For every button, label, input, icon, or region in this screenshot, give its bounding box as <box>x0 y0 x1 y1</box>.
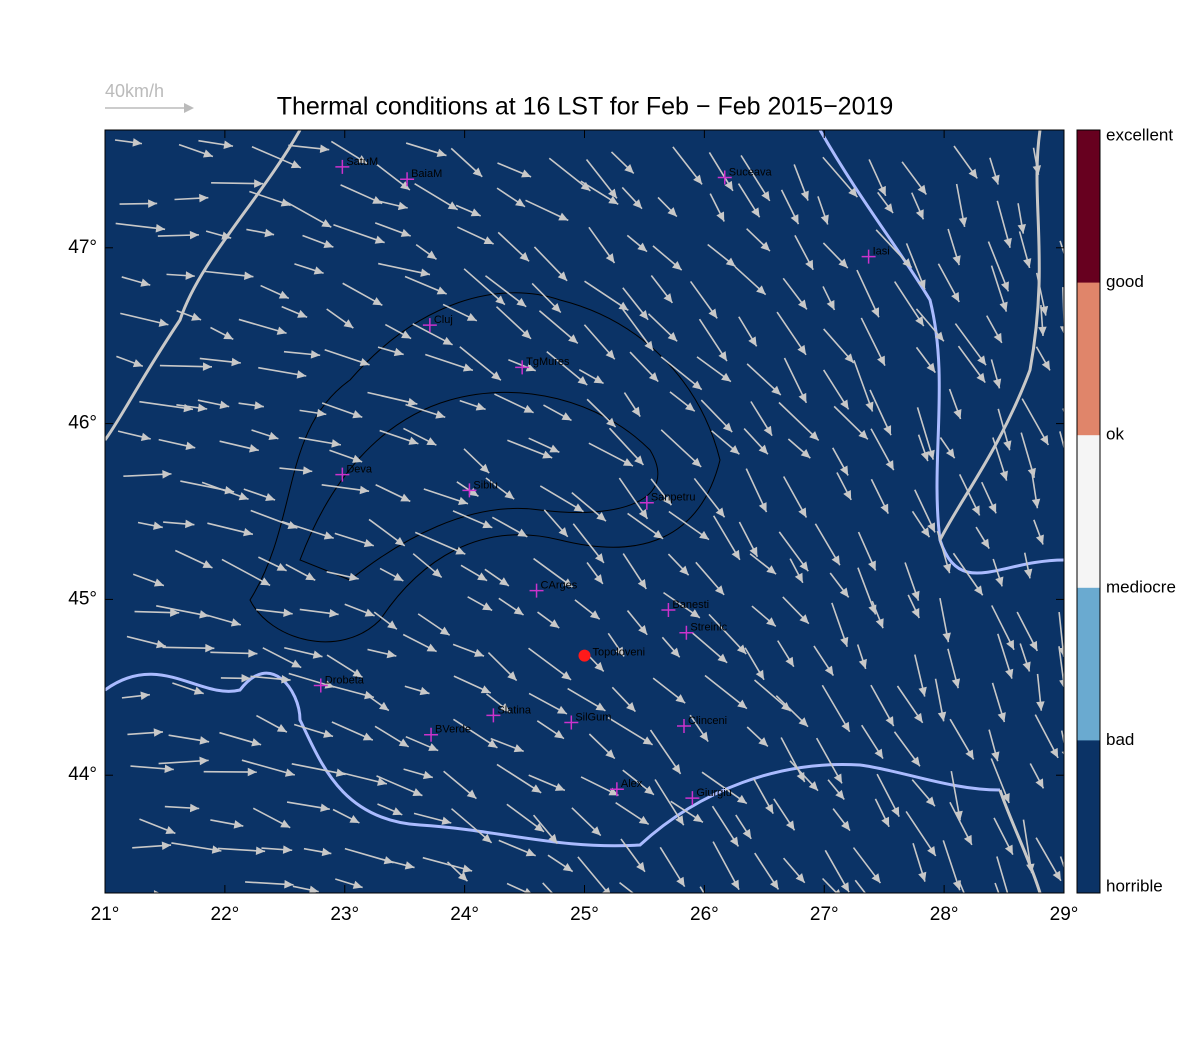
wind-scale-arrow <box>105 103 194 113</box>
city-label: Iasi <box>873 245 890 257</box>
city-label: SatuM <box>346 156 378 168</box>
wind-arrow-head <box>781 915 789 925</box>
wind-arrow-head <box>1067 887 1075 897</box>
city-label: Sibiu <box>473 479 497 491</box>
wind-arrow-head <box>1068 179 1076 188</box>
city-label: Slatina <box>497 704 532 716</box>
city-label: BVerde <box>435 724 471 736</box>
wind-arrow-head <box>422 905 432 913</box>
wind-arrow <box>1063 408 1078 451</box>
wind-arrow <box>167 903 200 905</box>
wind-arrow-head <box>762 916 771 925</box>
site-label: Topoloveni <box>593 647 646 659</box>
wind-arrow <box>899 897 909 938</box>
wind-arrow-head <box>1068 277 1076 287</box>
y-tick-label: 47° <box>68 237 97 258</box>
wind-arrow-head <box>387 906 397 914</box>
city-label: Alex <box>621 778 643 790</box>
colorbar-label: mediocre <box>1106 577 1176 596</box>
wind-arrow-head <box>1005 898 1013 908</box>
y-tick-label: 45° <box>68 588 97 609</box>
wind-arrow-head <box>865 894 874 904</box>
y-tick-label: 44° <box>68 764 97 785</box>
wind-arrow-head <box>1063 459 1071 469</box>
x-tick-label: 21° <box>91 904 120 925</box>
city-label: Cluj <box>434 314 453 326</box>
x-tick-label: 25° <box>570 904 599 925</box>
x-tick-label: 24° <box>450 904 479 925</box>
colorbar-segment <box>1077 588 1100 741</box>
wind-arrow <box>365 895 397 915</box>
wind-scale-label: 40km/h <box>105 81 164 101</box>
city-label: Giurgiu <box>696 787 731 799</box>
colorbar-label: good <box>1106 272 1144 291</box>
x-tick-label: 23° <box>330 904 359 925</box>
x-tick-label: 29° <box>1050 904 1079 925</box>
city-label: Drobeta <box>325 674 365 686</box>
city-label: Banesti <box>672 599 709 611</box>
wind-arrow <box>1074 355 1077 399</box>
colorbar-segment <box>1077 283 1100 436</box>
wind-arrow-head <box>672 909 681 919</box>
colorbar-label: horrible <box>1106 876 1163 895</box>
colorbar-label: ok <box>1106 425 1124 444</box>
colorbar-segment <box>1077 435 1100 588</box>
city-label: Clinceni <box>688 715 727 727</box>
colorbar-segment <box>1077 740 1100 893</box>
colorbar: excellent good ok mediocre bad horrible <box>1077 125 1176 895</box>
wind-arrow <box>749 902 771 926</box>
colorbar-label: bad <box>1106 730 1134 749</box>
city-label: SilGum <box>575 711 611 723</box>
colorbar-label: excellent <box>1106 125 1173 144</box>
colorbar-segment <box>1077 130 1100 283</box>
wind-arrow-head <box>1082 930 1090 939</box>
x-tick-label: 26° <box>690 904 719 925</box>
wind-arrow-head <box>556 898 565 908</box>
x-tick-label: 28° <box>930 904 959 925</box>
wind-arrow-head <box>635 893 645 902</box>
city-label: Suceava <box>729 166 773 178</box>
wind-arrow <box>1068 152 1072 189</box>
x-tick-label: 27° <box>810 904 839 925</box>
wind-arrow <box>1082 896 1087 940</box>
wind-arrow <box>774 900 790 924</box>
wind-arrow <box>404 896 432 913</box>
wind-arrow-head <box>191 900 200 909</box>
city-label: Deva <box>346 463 373 475</box>
site-marker <box>579 650 591 662</box>
wind-arrow-head <box>999 904 1007 914</box>
wind-arrow-head <box>1048 936 1056 946</box>
wind-arrow <box>660 896 681 919</box>
wind-arrow-head <box>903 929 911 939</box>
city-label: BaiaM <box>411 168 442 180</box>
map-title: Thermal conditions at 16 LST for Feb − F… <box>277 93 894 121</box>
x-tick-label: 22° <box>211 904 240 925</box>
y-tick-label: 46° <box>68 413 97 434</box>
city-label: Streinic <box>690 622 727 634</box>
wind-arrow-head <box>492 908 502 916</box>
city-label: TgMures <box>526 356 570 368</box>
city-label: CArges <box>541 580 578 592</box>
wind-arrow-head <box>967 908 975 918</box>
city-label: Sanpetru <box>651 492 696 504</box>
